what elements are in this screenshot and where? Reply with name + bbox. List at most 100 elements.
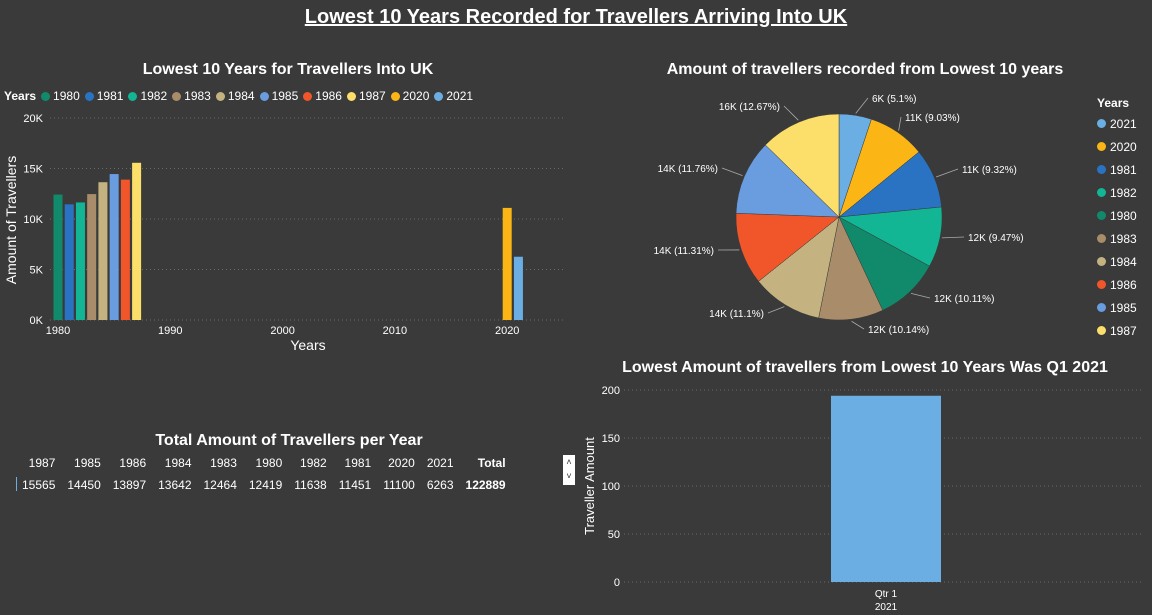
legend-dot-icon (1097, 234, 1106, 243)
y-tick-label: 10K (23, 214, 43, 226)
pie-data-label: 11K (9.03%) (905, 113, 960, 124)
y-tick-label: 0K (30, 315, 44, 327)
table-cell: 11100 (383, 478, 415, 492)
table-header-cell[interactable]: 1985 (74, 456, 101, 470)
pie-legend-item[interactable]: 1981 (1097, 158, 1137, 181)
bar-1980[interactable] (53, 194, 63, 320)
bar-chart: 0K 5K 10K 15K 20K 1980 1990 2000 2010 2020 Amoun… (3, 113, 565, 353)
pie-legend-item[interactable]: 1987 (1097, 319, 1137, 342)
bar-legend-item[interactable]: 1980 (41, 89, 80, 103)
page-title: Lowest 10 Years Recorded for Travellers … (304, 6, 848, 28)
table-header-cell[interactable]: 1987 (28, 456, 56, 470)
bar-legend-title: Years (4, 89, 37, 103)
pie-leader-line (783, 105, 799, 121)
bar-1983[interactable] (87, 194, 97, 320)
bar-legend-item[interactable]: 2020 (390, 89, 429, 103)
table-cell: 6263 (426, 478, 454, 492)
pie-leader-line (855, 97, 869, 114)
table-header-cell[interactable]: 1986 (119, 456, 147, 470)
table-cell: 15565 (22, 478, 56, 492)
bar-legend-label: 1986 (315, 89, 342, 103)
pie-chart-title: Amount of travellers recorded from Lowes… (666, 61, 1064, 78)
bar-legend-item[interactable]: 1981 (84, 89, 124, 103)
table-cell: 13897 (112, 478, 147, 492)
bar-legend-item[interactable]: 1982 (128, 89, 167, 103)
pie-leader-line (898, 116, 902, 131)
pie-chart-legend: Years 2021 2020 1981 1982 1980 1983 1984 1986 19… (1097, 96, 1137, 342)
legend-dot-icon (1097, 211, 1106, 220)
bar-legend-item[interactable]: 2021 (434, 89, 473, 103)
bar-1987[interactable] (132, 162, 142, 320)
legend-dot-icon (303, 91, 313, 101)
bar-legend-label: 1987 (358, 89, 386, 103)
totals-table-title: Total Amount of Travellers per Year (155, 432, 423, 449)
pie-data-label: 12K (9.47%) (968, 233, 1024, 244)
y-tick-label: 50 (608, 529, 620, 541)
pie-data-label: 12K (10.11%) (934, 294, 994, 305)
pie-data-label: 14K (11.31%) (654, 246, 714, 257)
bar-legend-label: 1984 (227, 89, 255, 103)
bar-legend-item[interactable]: 1985 (259, 89, 298, 103)
x-tick-label: 1990 (158, 325, 182, 337)
pie-legend-item[interactable]: 2021 (1097, 112, 1137, 135)
legend-dot-icon (259, 91, 269, 101)
legend-dot-icon (434, 91, 444, 101)
bar-1985[interactable] (109, 174, 119, 320)
pie-legend-item[interactable]: 1986 (1097, 273, 1137, 296)
pie-legend-label: 1986 (1110, 277, 1137, 292)
pie-legend-label: 2021 (1110, 116, 1137, 131)
y-tick-label: 100 (602, 481, 620, 493)
table-cell: 14450 (67, 478, 101, 492)
table-header-cell[interactable]: 1980 (255, 456, 283, 470)
bar-legend-item[interactable]: 1983 (172, 89, 211, 103)
quarter-chart-title: Lowest Amount of travellers from Lowest … (622, 359, 1108, 376)
pie-legend-item[interactable]: 1985 (1097, 296, 1137, 319)
pie-legend-item[interactable]: 1980 (1097, 204, 1137, 227)
bar-1982[interactable] (75, 202, 85, 320)
pie-data-label: 16K (12.67%) (719, 102, 780, 113)
bar-2021[interactable] (513, 256, 523, 320)
y-tick-label: 5K (30, 265, 44, 277)
pie-legend-item[interactable]: 1983 (1097, 227, 1137, 250)
bar-1981[interactable] (64, 204, 74, 320)
scroll-toggle[interactable]: ˄ ˅ (563, 455, 575, 485)
table-header-cell[interactable]: 2020 (388, 456, 415, 470)
pie-legend-label: 1984 (1110, 254, 1137, 269)
pie-legend-label: 1981 (1110, 162, 1137, 177)
pie-legend-item[interactable]: 1984 (1097, 250, 1137, 273)
bar-legend-item[interactable]: 1987 (346, 89, 386, 103)
bar-1986[interactable] (120, 179, 130, 320)
legend-dot-icon (1097, 142, 1106, 151)
bar-legend-item[interactable]: 1986 (303, 89, 342, 103)
bar-1984[interactable] (98, 182, 108, 320)
legend-dot-icon (172, 91, 182, 101)
bar-legend-label: 1981 (96, 89, 124, 103)
legend-dot-icon (1097, 188, 1106, 197)
pie-chart: 6K (5.1%) 11K (9.03%) 11K (9.32%) 12K (9.47… (654, 94, 1024, 336)
bar-legend-label: 2021 (446, 89, 474, 103)
pie-slice-1985[interactable] (735, 144, 840, 218)
pie-legend-item[interactable]: 2020 (1097, 135, 1137, 158)
table-header-cell[interactable]: 1983 (210, 456, 237, 470)
pie-slice-1984[interactable] (758, 216, 840, 319)
table-header-cell[interactable]: 1981 (344, 456, 372, 470)
bar-legend-item[interactable]: 1984 (215, 89, 255, 103)
pie-slice-1986[interactable] (735, 213, 840, 282)
pie-data-label: 11K (9.32%) (962, 165, 1017, 176)
pie-legend-item[interactable]: 1982 (1097, 181, 1137, 204)
bar-2020[interactable] (502, 207, 512, 320)
table-header-cell[interactable]: 2021 (426, 456, 454, 470)
legend-dot-icon (346, 91, 356, 101)
table-header-cell[interactable]: 1984 (164, 456, 192, 470)
pie-legend-label: 1980 (1110, 208, 1137, 223)
x-tick-label: 2010 (383, 325, 407, 337)
x-tick-label: 1980 (46, 325, 70, 337)
pie-legend-label: 1985 (1110, 300, 1137, 315)
pie-slice-1987[interactable] (765, 113, 840, 218)
y-tick-label: 150 (602, 433, 620, 445)
legend-dot-icon (1097, 165, 1106, 174)
pie-legend-label: 1983 (1110, 231, 1137, 246)
bar-qtr1-2021[interactable] (831, 395, 941, 582)
table-header-cell[interactable]: 1982 (300, 456, 327, 470)
table-header-cell[interactable]: Total (477, 456, 506, 470)
